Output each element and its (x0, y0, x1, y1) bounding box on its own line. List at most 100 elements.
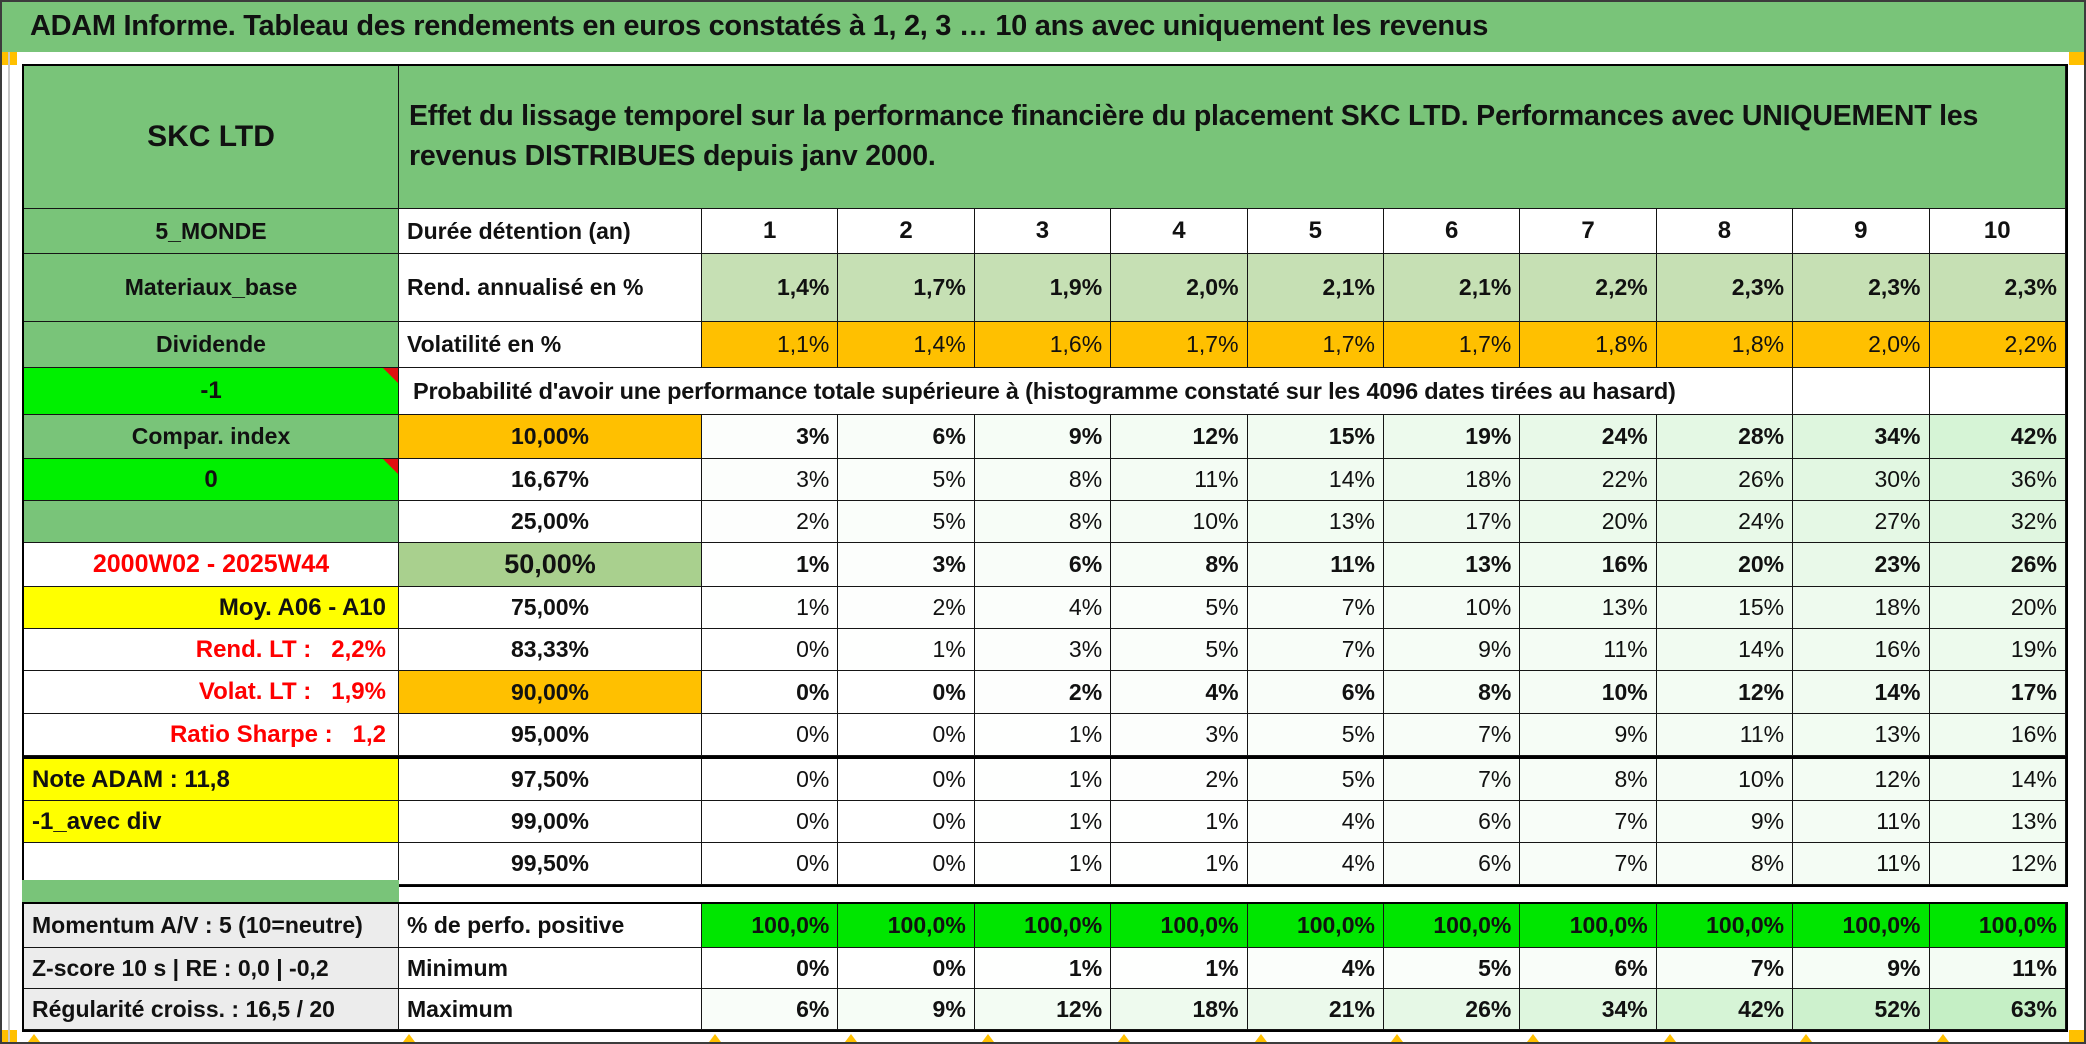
value-p10-y8[interactable]: 28% (1656, 415, 1794, 459)
header-p50[interactable]: 50,00% (399, 543, 702, 587)
value-volatility-y4[interactable]: 1,7% (1111, 322, 1248, 368)
label-p975[interactable]: Note ADAM : 11,8 (24, 759, 399, 801)
value-p90-y1[interactable]: 0% (702, 671, 839, 714)
value-holding-duration-y4[interactable]: 4 (1111, 209, 1248, 254)
label-annualized-return[interactable]: Materiaux_base (24, 254, 399, 322)
label-p10[interactable]: Compar. index (24, 415, 399, 459)
value-annualized-return-y1[interactable]: 1,4% (702, 254, 839, 322)
value-annualized-return-y5[interactable]: 2,1% (1247, 254, 1384, 322)
value-p975-y2[interactable]: 0% (838, 759, 975, 801)
value-p50-y9[interactable]: 23% (1793, 543, 1930, 587)
value-volatility-y1[interactable]: 1,1% (702, 322, 839, 368)
value-p1667-y8[interactable]: 26% (1656, 459, 1794, 501)
value-p1667-y10[interactable]: 36% (1929, 459, 2066, 501)
value-minimum-y2[interactable]: 0% (838, 948, 975, 989)
value-p90-y6[interactable]: 8% (1383, 671, 1521, 714)
value-p995-y10[interactable]: 12% (1929, 843, 2066, 885)
value-p10-y6[interactable]: 19% (1383, 415, 1521, 459)
value-p90-y5[interactable]: 6% (1247, 671, 1384, 714)
value-p1667-y7[interactable]: 22% (1520, 459, 1657, 501)
value-pct-positive-y7[interactable]: 100,0% (1520, 904, 1657, 948)
value-p95-y2[interactable]: 0% (838, 714, 975, 756)
value-minimum-y3[interactable]: 1% (974, 948, 1112, 989)
value-p25-y8[interactable]: 24% (1656, 501, 1794, 543)
value-maximum-y5[interactable]: 21% (1247, 989, 1384, 1030)
value-p50-y10[interactable]: 26% (1929, 543, 2066, 587)
value-p8333-y9[interactable]: 16% (1793, 629, 1930, 671)
label-p8333[interactable]: Rend. LT : 2,2% (24, 629, 399, 671)
value-p75-y6[interactable]: 10% (1383, 587, 1521, 629)
value-p1667-y2[interactable]: 5% (838, 459, 975, 501)
header-p25[interactable]: 25,00% (399, 501, 702, 543)
value-maximum-y4[interactable]: 18% (1111, 989, 1248, 1030)
separator-green-cell[interactable] (22, 880, 399, 902)
value-minimum-y4[interactable]: 1% (1111, 948, 1248, 989)
value-p75-y10[interactable]: 20% (1929, 587, 2066, 629)
header-volatility[interactable]: Volatilité en % (399, 322, 702, 368)
value-p1667-y9[interactable]: 30% (1793, 459, 1930, 501)
value-p10-y3[interactable]: 9% (974, 415, 1112, 459)
value-annualized-return-y8[interactable]: 2,3% (1656, 254, 1794, 322)
value-pct-positive-y6[interactable]: 100,0% (1383, 904, 1521, 948)
value-volatility-y8[interactable]: 1,8% (1656, 322, 1794, 368)
value-p95-y1[interactable]: 0% (702, 714, 839, 756)
value-minimum-y9[interactable]: 9% (1793, 948, 1930, 989)
value-p8333-y8[interactable]: 14% (1656, 629, 1794, 671)
label-p25[interactable] (24, 501, 399, 543)
value-p25-y3[interactable]: 8% (974, 501, 1112, 543)
value-annualized-return-y4[interactable]: 2,0% (1111, 254, 1248, 322)
value-p1667-y6[interactable]: 18% (1383, 459, 1521, 501)
value-holding-duration-y9[interactable]: 9 (1793, 209, 1930, 254)
label-holding-duration[interactable]: 5_MONDE (24, 209, 399, 254)
value-p10-y7[interactable]: 24% (1520, 415, 1657, 459)
value-p995-y7[interactable]: 7% (1520, 843, 1657, 885)
value-p975-y7[interactable]: 8% (1520, 759, 1657, 801)
value-p1667-y4[interactable]: 11% (1111, 459, 1248, 501)
label-p99[interactable]: -1_avec div (24, 801, 399, 843)
value-p8333-y10[interactable]: 19% (1929, 629, 2066, 671)
value-p1667-y1[interactable]: 3% (702, 459, 839, 501)
value-p75-y1[interactable]: 1% (702, 587, 839, 629)
label-minimum[interactable]: Z-score 10 s | RE : 0,0 | -0,2 (24, 948, 399, 989)
value-p25-y6[interactable]: 17% (1383, 501, 1521, 543)
value-probability-note-y10[interactable] (1929, 368, 2066, 415)
value-p99-y9[interactable]: 11% (1793, 801, 1930, 843)
value-holding-duration-y3[interactable]: 3 (974, 209, 1112, 254)
value-p99-y2[interactable]: 0% (838, 801, 975, 843)
value-p8333-y7[interactable]: 11% (1520, 629, 1657, 671)
value-p975-y8[interactable]: 10% (1656, 759, 1794, 801)
value-pct-positive-y9[interactable]: 100,0% (1793, 904, 1930, 948)
value-pct-positive-y4[interactable]: 100,0% (1111, 904, 1248, 948)
header-minimum[interactable]: Minimum (399, 948, 702, 989)
value-pct-positive-y8[interactable]: 100,0% (1656, 904, 1794, 948)
header-p10[interactable]: 10,00% (399, 415, 702, 459)
sheet-title-cell[interactable]: ADAM Informe. Tableau des rendements en … (0, 0, 2086, 52)
value-maximum-y9[interactable]: 52% (1793, 989, 1930, 1030)
value-minimum-y6[interactable]: 5% (1383, 948, 1521, 989)
value-p1667-y5[interactable]: 14% (1247, 459, 1384, 501)
value-pct-positive-y1[interactable]: 100,0% (702, 904, 839, 948)
value-p99-y10[interactable]: 13% (1929, 801, 2066, 843)
value-p99-y3[interactable]: 1% (974, 801, 1112, 843)
value-p975-y10[interactable]: 14% (1929, 759, 2066, 801)
value-p75-y5[interactable]: 7% (1247, 587, 1384, 629)
value-p95-y7[interactable]: 9% (1520, 714, 1657, 756)
value-p975-y5[interactable]: 5% (1247, 759, 1384, 801)
value-p10-y4[interactable]: 12% (1111, 415, 1248, 459)
header-p99[interactable]: 99,00% (399, 801, 702, 843)
value-p10-y10[interactable]: 42% (1929, 415, 2066, 459)
value-volatility-y3[interactable]: 1,6% (974, 322, 1112, 368)
label-p995[interactable] (24, 843, 399, 885)
value-p995-y4[interactable]: 1% (1111, 843, 1248, 885)
value-p995-y2[interactable]: 0% (838, 843, 975, 885)
value-p95-y9[interactable]: 13% (1793, 714, 1930, 756)
value-p10-y2[interactable]: 6% (838, 415, 975, 459)
value-p975-y4[interactable]: 2% (1111, 759, 1248, 801)
value-volatility-y9[interactable]: 2,0% (1793, 322, 1930, 368)
value-minimum-y7[interactable]: 6% (1520, 948, 1657, 989)
value-p90-y3[interactable]: 2% (974, 671, 1112, 714)
value-p75-y4[interactable]: 5% (1111, 587, 1248, 629)
value-p25-y2[interactable]: 5% (838, 501, 975, 543)
value-pct-positive-y5[interactable]: 100,0% (1247, 904, 1384, 948)
value-p95-y6[interactable]: 7% (1383, 714, 1521, 756)
